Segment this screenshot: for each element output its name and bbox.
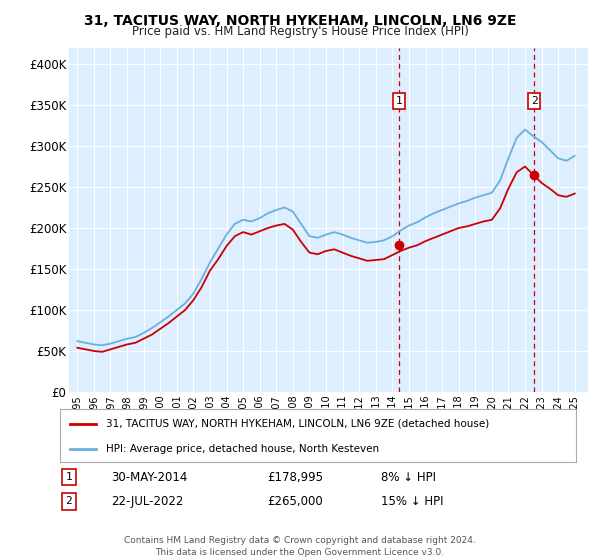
Text: 2: 2: [531, 96, 538, 106]
Text: 15% ↓ HPI: 15% ↓ HPI: [381, 494, 443, 508]
Text: 30-MAY-2014: 30-MAY-2014: [111, 470, 187, 484]
Text: 1: 1: [65, 472, 73, 482]
Text: Price paid vs. HM Land Registry's House Price Index (HPI): Price paid vs. HM Land Registry's House …: [131, 25, 469, 38]
Text: HPI: Average price, detached house, North Kesteven: HPI: Average price, detached house, Nort…: [106, 444, 380, 454]
Text: £265,000: £265,000: [267, 494, 323, 508]
Text: £178,995: £178,995: [267, 470, 323, 484]
Text: 31, TACITUS WAY, NORTH HYKEHAM, LINCOLN, LN6 9ZE: 31, TACITUS WAY, NORTH HYKEHAM, LINCOLN,…: [84, 14, 516, 28]
Text: 22-JUL-2022: 22-JUL-2022: [111, 494, 184, 508]
Text: 1: 1: [395, 96, 403, 106]
Text: 31, TACITUS WAY, NORTH HYKEHAM, LINCOLN, LN6 9ZE (detached house): 31, TACITUS WAY, NORTH HYKEHAM, LINCOLN,…: [106, 419, 490, 429]
Text: 2: 2: [65, 496, 73, 506]
Text: 8% ↓ HPI: 8% ↓ HPI: [381, 470, 436, 484]
Text: Contains HM Land Registry data © Crown copyright and database right 2024.
This d: Contains HM Land Registry data © Crown c…: [124, 536, 476, 557]
